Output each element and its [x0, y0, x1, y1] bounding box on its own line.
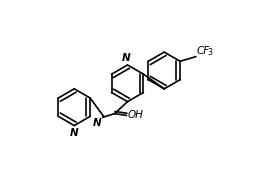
Text: CF: CF [196, 46, 209, 56]
Text: N: N [122, 53, 131, 63]
Text: 3: 3 [207, 48, 212, 57]
Text: OH: OH [127, 110, 143, 120]
Text: N: N [93, 118, 102, 128]
Text: N: N [70, 128, 78, 138]
